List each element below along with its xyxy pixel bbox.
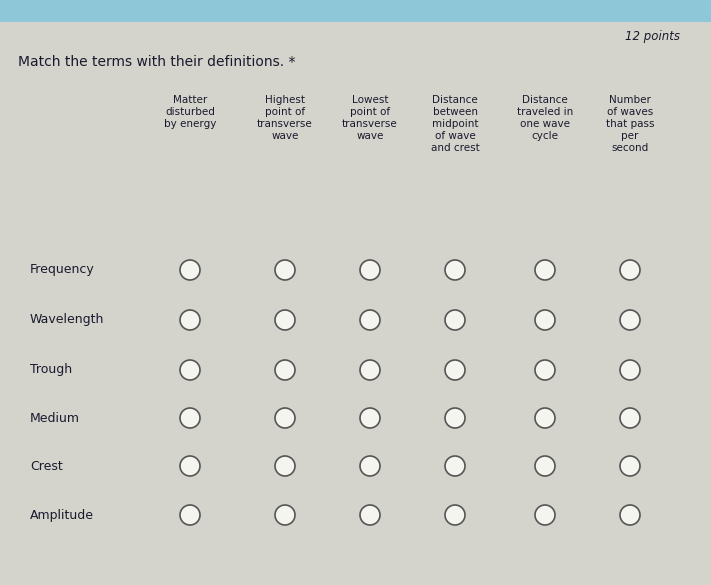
- Text: Wavelength: Wavelength: [30, 314, 105, 326]
- Ellipse shape: [445, 360, 465, 380]
- Ellipse shape: [180, 310, 200, 330]
- Ellipse shape: [275, 408, 295, 428]
- Text: Amplitude: Amplitude: [30, 508, 94, 521]
- Ellipse shape: [445, 408, 465, 428]
- Ellipse shape: [275, 310, 295, 330]
- Ellipse shape: [360, 260, 380, 280]
- Ellipse shape: [360, 505, 380, 525]
- Ellipse shape: [275, 456, 295, 476]
- Text: Matter
disturbed
by energy: Matter disturbed by energy: [164, 95, 216, 129]
- Ellipse shape: [620, 408, 640, 428]
- Text: Lowest
point of
transverse
wave: Lowest point of transverse wave: [342, 95, 398, 141]
- Ellipse shape: [275, 360, 295, 380]
- Ellipse shape: [445, 456, 465, 476]
- Ellipse shape: [620, 310, 640, 330]
- Text: Trough: Trough: [30, 363, 72, 377]
- Text: Highest
point of
transverse
wave: Highest point of transverse wave: [257, 95, 313, 141]
- Bar: [0, 0, 711, 22]
- Ellipse shape: [535, 310, 555, 330]
- Ellipse shape: [180, 505, 200, 525]
- Text: Match the terms with their definitions. *: Match the terms with their definitions. …: [18, 55, 296, 69]
- Ellipse shape: [445, 310, 465, 330]
- Ellipse shape: [180, 360, 200, 380]
- Ellipse shape: [275, 260, 295, 280]
- Text: Distance
between
midpoint
of wave
and crest: Distance between midpoint of wave and cr…: [431, 95, 479, 153]
- Text: Medium: Medium: [30, 411, 80, 425]
- Text: Distance
traveled in
one wave
cycle: Distance traveled in one wave cycle: [517, 95, 573, 141]
- Text: 12 points: 12 points: [625, 30, 680, 43]
- Ellipse shape: [445, 505, 465, 525]
- Ellipse shape: [620, 360, 640, 380]
- Ellipse shape: [535, 505, 555, 525]
- Ellipse shape: [180, 260, 200, 280]
- Ellipse shape: [180, 408, 200, 428]
- Ellipse shape: [180, 456, 200, 476]
- Ellipse shape: [360, 360, 380, 380]
- Ellipse shape: [620, 456, 640, 476]
- Ellipse shape: [535, 360, 555, 380]
- Ellipse shape: [445, 260, 465, 280]
- Ellipse shape: [535, 260, 555, 280]
- Ellipse shape: [620, 260, 640, 280]
- Ellipse shape: [275, 505, 295, 525]
- Ellipse shape: [535, 408, 555, 428]
- Ellipse shape: [535, 456, 555, 476]
- Ellipse shape: [360, 408, 380, 428]
- Ellipse shape: [360, 310, 380, 330]
- Ellipse shape: [620, 505, 640, 525]
- Text: Crest: Crest: [30, 459, 63, 473]
- Text: Frequency: Frequency: [30, 263, 95, 277]
- Text: Number
of waves
that pass
per
second: Number of waves that pass per second: [606, 95, 654, 153]
- Ellipse shape: [360, 456, 380, 476]
